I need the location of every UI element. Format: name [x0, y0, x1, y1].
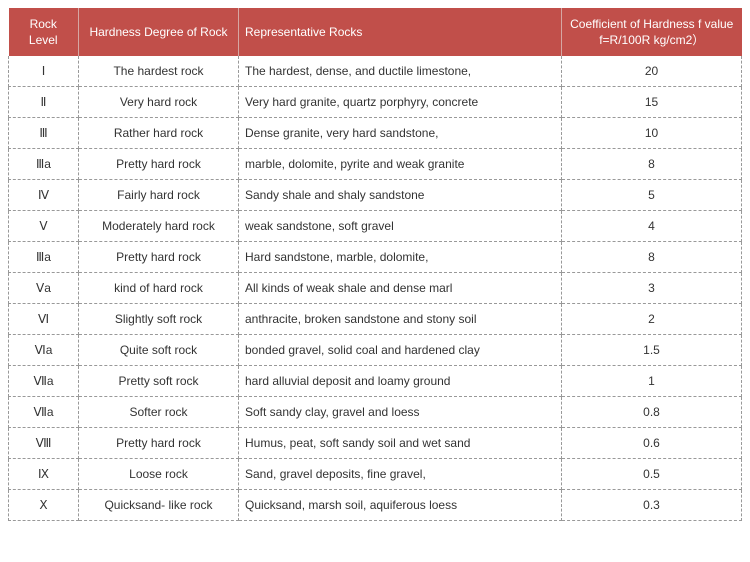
cell-rock-level: Ⅲa: [9, 149, 79, 180]
table-row: ⅣFairly hard rockSandy shale and shaly s…: [9, 180, 742, 211]
header-coefficient: Coefficient of Hardness f value f=R/100R…: [562, 8, 742, 56]
cell-coefficient: 1.5: [562, 335, 742, 366]
cell-coefficient: 0.3: [562, 490, 742, 521]
cell-hardness: Rather hard rock: [79, 118, 239, 149]
cell-coefficient: 5: [562, 180, 742, 211]
table-row: ⅧPretty hard rockHumus, peat, soft sandy…: [9, 428, 742, 459]
cell-representative: weak sandstone, soft gravel: [239, 211, 562, 242]
cell-coefficient: 8: [562, 242, 742, 273]
cell-rock-level: Ⅵa: [9, 335, 79, 366]
cell-representative: The hardest, dense, and ductile limeston…: [239, 56, 562, 87]
cell-coefficient: 10: [562, 118, 742, 149]
cell-hardness: Loose rock: [79, 459, 239, 490]
cell-hardness: Pretty hard rock: [79, 428, 239, 459]
header-representative: Representative Rocks: [239, 8, 562, 56]
table-row: ⅥaQuite soft rockbonded gravel, solid co…: [9, 335, 742, 366]
cell-rock-level: Ⅹ: [9, 490, 79, 521]
header-hardness: Hardness Degree of Rock: [79, 8, 239, 56]
cell-representative: anthracite, broken sandstone and stony s…: [239, 304, 562, 335]
table-row: ⅦaSofter rockSoft sandy clay, gravel and…: [9, 397, 742, 428]
table-row: ⅤModerately hard rockweak sandstone, sof…: [9, 211, 742, 242]
table-row: ⅦaPretty soft rockhard alluvial deposit …: [9, 366, 742, 397]
cell-rock-level: Ⅷ: [9, 428, 79, 459]
cell-rock-level: Ⅸ: [9, 459, 79, 490]
cell-coefficient: 0.5: [562, 459, 742, 490]
cell-hardness: Softer rock: [79, 397, 239, 428]
cell-hardness: Slightly soft rock: [79, 304, 239, 335]
cell-representative: All kinds of weak shale and dense marl: [239, 273, 562, 304]
rock-hardness-table: Rock Level Hardness Degree of Rock Repre…: [8, 8, 742, 521]
cell-rock-level: Ⅶa: [9, 397, 79, 428]
cell-rock-level: Ⅳ: [9, 180, 79, 211]
cell-coefficient: 2: [562, 304, 742, 335]
cell-coefficient: 3: [562, 273, 742, 304]
cell-hardness: kind of hard rock: [79, 273, 239, 304]
cell-representative: Very hard granite, quartz porphyry, conc…: [239, 87, 562, 118]
cell-hardness: Moderately hard rock: [79, 211, 239, 242]
cell-representative: Humus, peat, soft sandy soil and wet san…: [239, 428, 562, 459]
cell-hardness: Pretty hard rock: [79, 149, 239, 180]
cell-representative: marble, dolomite, pyrite and weak granit…: [239, 149, 562, 180]
cell-hardness: Quite soft rock: [79, 335, 239, 366]
cell-representative: bonded gravel, solid coal and hardened c…: [239, 335, 562, 366]
cell-hardness: Quicksand- like rock: [79, 490, 239, 521]
cell-rock-level: Ⅴa: [9, 273, 79, 304]
cell-representative: Sandy shale and shaly sandstone: [239, 180, 562, 211]
cell-rock-level: Ⅲa: [9, 242, 79, 273]
table-row: Ⅴakind of hard rockAll kinds of weak sha…: [9, 273, 742, 304]
cell-coefficient: 0.6: [562, 428, 742, 459]
cell-coefficient: 20: [562, 56, 742, 87]
table-row: ⅩQuicksand- like rockQuicksand, marsh so…: [9, 490, 742, 521]
cell-rock-level: Ⅰ: [9, 56, 79, 87]
table-body: ⅠThe hardest rockThe hardest, dense, and…: [9, 56, 742, 521]
cell-coefficient: 0.8: [562, 397, 742, 428]
cell-hardness: Pretty hard rock: [79, 242, 239, 273]
cell-coefficient: 15: [562, 87, 742, 118]
cell-representative: hard alluvial deposit and loamy ground: [239, 366, 562, 397]
cell-rock-level: Ⅲ: [9, 118, 79, 149]
cell-representative: Sand, gravel deposits, fine gravel,: [239, 459, 562, 490]
table-row: ⅨLoose rockSand, gravel deposits, fine g…: [9, 459, 742, 490]
cell-hardness: The hardest rock: [79, 56, 239, 87]
table-row: ⅢaPretty hard rockHard sandstone, marble…: [9, 242, 742, 273]
table-row: ⅠThe hardest rockThe hardest, dense, and…: [9, 56, 742, 87]
cell-rock-level: Ⅵ: [9, 304, 79, 335]
cell-rock-level: Ⅱ: [9, 87, 79, 118]
cell-coefficient: 4: [562, 211, 742, 242]
cell-hardness: Very hard rock: [79, 87, 239, 118]
table-row: ⅢRather hard rockDense granite, very har…: [9, 118, 742, 149]
cell-rock-level: Ⅶa: [9, 366, 79, 397]
cell-rock-level: Ⅴ: [9, 211, 79, 242]
cell-hardness: Fairly hard rock: [79, 180, 239, 211]
cell-hardness: Pretty soft rock: [79, 366, 239, 397]
cell-representative: Hard sandstone, marble, dolomite,: [239, 242, 562, 273]
table-row: ⅡVery hard rockVery hard granite, quartz…: [9, 87, 742, 118]
table-row: ⅥSlightly soft rockanthracite, broken sa…: [9, 304, 742, 335]
cell-representative: Dense granite, very hard sandstone,: [239, 118, 562, 149]
table-header: Rock Level Hardness Degree of Rock Repre…: [9, 8, 742, 56]
cell-representative: Quicksand, marsh soil, aquiferous loess: [239, 490, 562, 521]
cell-coefficient: 8: [562, 149, 742, 180]
cell-coefficient: 1: [562, 366, 742, 397]
cell-representative: Soft sandy clay, gravel and loess: [239, 397, 562, 428]
table-row: ⅢaPretty hard rockmarble, dolomite, pyri…: [9, 149, 742, 180]
header-rock-level: Rock Level: [9, 8, 79, 56]
